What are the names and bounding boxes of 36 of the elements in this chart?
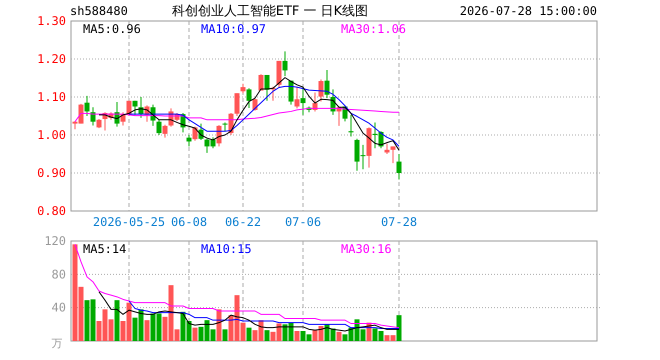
y-tick-label: 1.30	[37, 14, 66, 28]
text: MA30:16	[341, 242, 392, 256]
text: MA5:14	[83, 242, 126, 256]
chart-title: 科创创业人工智能ETF 一 日K线图	[172, 4, 368, 19]
bar	[222, 329, 228, 341]
y-tick-label: 1.10	[37, 90, 66, 104]
y-tick-label: 1.20	[37, 52, 66, 66]
bar	[264, 330, 270, 341]
text: MA5:0.96	[83, 22, 141, 36]
line-series	[98, 291, 400, 332]
text: 2026-07-28 15:00:00	[460, 4, 597, 18]
bar	[336, 332, 342, 341]
bar	[144, 320, 150, 341]
text: sh588480	[70, 4, 128, 18]
y-axis-title: 万	[52, 337, 62, 350]
text: MA10:15	[201, 242, 252, 256]
x-tick-label: 2026-05-25	[92, 215, 166, 229]
bar	[294, 331, 300, 341]
y-tick-label: 1.00	[37, 128, 66, 142]
line-series	[128, 300, 400, 329]
x-tick-label: 06-08	[170, 215, 208, 229]
x-tick-label: 07-28	[380, 215, 418, 229]
y-tick-label: 0.90	[37, 166, 66, 180]
bar	[192, 328, 198, 341]
bar	[396, 315, 402, 341]
y-tick-label: 40	[52, 300, 66, 315]
text: MA10:0.97	[201, 22, 266, 36]
line-series	[74, 244, 400, 328]
x-tick-label: 07-06	[284, 215, 322, 229]
x-tick-label: 06-22	[224, 215, 262, 229]
y-tick-label: 80	[52, 267, 66, 282]
text: MA30:1.06	[341, 22, 406, 36]
bar	[246, 328, 252, 341]
y-tick-label: 120	[44, 234, 66, 248]
bar	[114, 300, 120, 341]
y-tick-label: 0.80	[37, 204, 66, 218]
